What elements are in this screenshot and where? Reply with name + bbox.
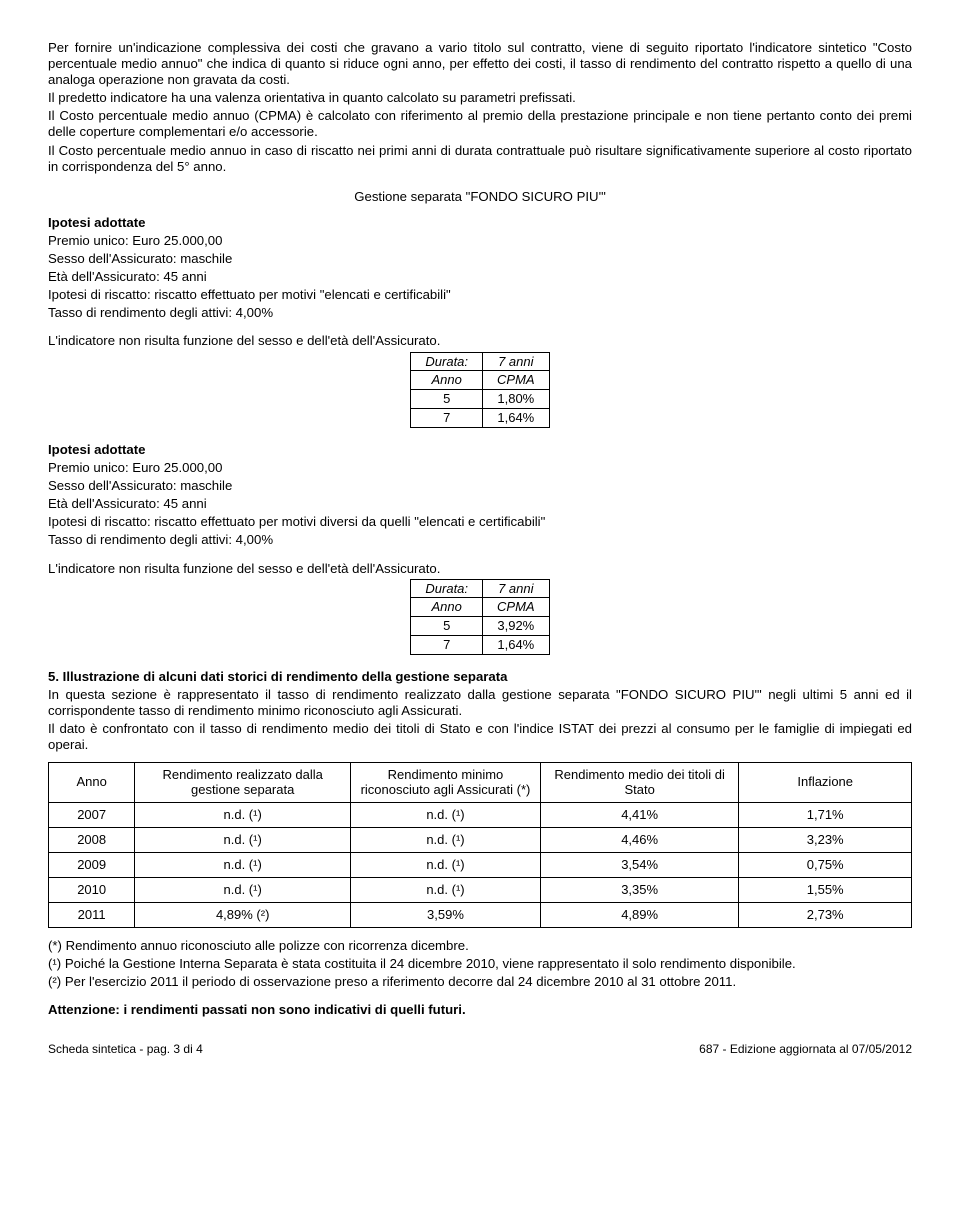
intro-p4: Il Costo percentuale medio annuo in caso…: [48, 143, 912, 175]
page-footer: Scheda sintetica - pag. 3 di 4 687 - Edi…: [48, 1042, 912, 1057]
footer-left: Scheda sintetica - pag. 3 di 4: [48, 1042, 203, 1057]
table-cell: 2009: [49, 852, 135, 877]
cpma-table-1: Durata: 7 anni Anno CPMA 5 1,80% 7 1,64%: [410, 352, 549, 428]
table-cell: n.d. (¹): [135, 877, 351, 902]
section5-title: 5. Illustrazione di alcuni dati storici …: [48, 669, 912, 685]
table-row: 20114,89% (²)3,59%4,89%2,73%: [49, 902, 912, 927]
t2-r2c2: 1,64%: [483, 636, 550, 655]
t2-durata-val: 7 anni: [483, 579, 550, 598]
ipotesi-2: Ipotesi adottate Premio unico: Euro 25.0…: [48, 442, 912, 549]
t1-r2c1: 7: [411, 409, 483, 428]
ipotesi2-l4: Ipotesi di riscatto: riscatto effettuato…: [48, 514, 912, 530]
t1-r2c2: 1,64%: [483, 409, 550, 428]
section5-p2: Il dato è confrontato con il tasso di re…: [48, 721, 912, 753]
gestione-title: Gestione separata "FONDO SICURO PIU'": [48, 189, 912, 205]
table-cell: n.d. (¹): [351, 877, 541, 902]
big-h3: Rendimento minimo riconosciuto agli Assi…: [351, 762, 541, 803]
big-h4: Rendimento medio dei titoli di Stato: [540, 762, 738, 803]
table-row: 2010n.d. (¹)n.d. (¹)3,35%1,55%: [49, 877, 912, 902]
intro-p2: Il predetto indicatore ha una valenza or…: [48, 90, 912, 106]
note-1: (*) Rendimento annuo riconosciuto alle p…: [48, 938, 912, 954]
table-cell: 3,54%: [540, 852, 738, 877]
table-row: 2008n.d. (¹)n.d. (¹)4,46%3,23%: [49, 828, 912, 853]
t2-r2c1: 7: [411, 636, 483, 655]
note-3: (²) Per l'esercizio 2011 il periodo di o…: [48, 974, 912, 990]
ipotesi1-l5: Tasso di rendimento degli attivi: 4,00%: [48, 305, 912, 321]
t1-durata-val: 7 anni: [483, 352, 550, 371]
ipotesi2-l5: Tasso di rendimento degli attivi: 4,00%: [48, 532, 912, 548]
cpma-table-2: Durata: 7 anni Anno CPMA 5 3,92% 7 1,64%: [410, 579, 549, 655]
table-cell: 1,71%: [739, 803, 912, 828]
table-cell: 0,75%: [739, 852, 912, 877]
table-cell: 2,73%: [739, 902, 912, 927]
big-h2: Rendimento realizzato dalla gestione sep…: [135, 762, 351, 803]
intro-p3: Il Costo percentuale medio annuo (CPMA) …: [48, 108, 912, 140]
t1-h1: Anno: [411, 371, 483, 390]
table-cell: 2008: [49, 828, 135, 853]
table-row: 2009n.d. (¹)n.d. (¹)3,54%0,75%: [49, 852, 912, 877]
ipotesi2-l1: Premio unico: Euro 25.000,00: [48, 460, 912, 476]
t1-r1c2: 1,80%: [483, 390, 550, 409]
warning-line: Attenzione: i rendimenti passati non son…: [48, 1002, 912, 1018]
table-cell: n.d. (¹): [351, 828, 541, 853]
table-cell: 3,23%: [739, 828, 912, 853]
table-cell: n.d. (¹): [135, 803, 351, 828]
t1-r1c1: 5: [411, 390, 483, 409]
table-cell: n.d. (¹): [135, 852, 351, 877]
table-cell: 2007: [49, 803, 135, 828]
table-cell: 4,46%: [540, 828, 738, 853]
t2-durata-label: Durata:: [411, 579, 483, 598]
rendimento-table: Anno Rendimento realizzato dalla gestion…: [48, 762, 912, 928]
table-cell: n.d. (¹): [351, 803, 541, 828]
intro-block: Per fornire un'indicazione complessiva d…: [48, 40, 912, 175]
indicator-line-1: L'indicatore non risulta funzione del se…: [48, 333, 912, 349]
table-cell: n.d. (¹): [135, 828, 351, 853]
big-h5: Inflazione: [739, 762, 912, 803]
ipotesi2-l2: Sesso dell'Assicurato: maschile: [48, 478, 912, 494]
ipotesi2-l3: Età dell'Assicurato: 45 anni: [48, 496, 912, 512]
section5-p1: In questa sezione è rappresentato il tas…: [48, 687, 912, 719]
ipotesi1-title: Ipotesi adottate: [48, 215, 912, 231]
t1-durata-label: Durata:: [411, 352, 483, 371]
note-2: (¹) Poiché la Gestione Interna Separata …: [48, 956, 912, 972]
ipotesi1-l4: Ipotesi di riscatto: riscatto effettuato…: [48, 287, 912, 303]
table-cell: 3,35%: [540, 877, 738, 902]
footer-right: 687 - Edizione aggiornata al 07/05/2012: [699, 1042, 912, 1057]
table-cell: 4,41%: [540, 803, 738, 828]
ipotesi-1: Ipotesi adottate Premio unico: Euro 25.0…: [48, 215, 912, 322]
table-cell: 1,55%: [739, 877, 912, 902]
ipotesi2-title: Ipotesi adottate: [48, 442, 912, 458]
t2-r1c2: 3,92%: [483, 617, 550, 636]
t2-h1: Anno: [411, 598, 483, 617]
table-cell: 4,89%: [540, 902, 738, 927]
table-cell: 2011: [49, 902, 135, 927]
intro-p1: Per fornire un'indicazione complessiva d…: [48, 40, 912, 88]
table-cell: 4,89% (²): [135, 902, 351, 927]
table-cell: n.d. (¹): [351, 852, 541, 877]
ipotesi1-l2: Sesso dell'Assicurato: maschile: [48, 251, 912, 267]
table-cell: 2010: [49, 877, 135, 902]
table-cell: 3,59%: [351, 902, 541, 927]
t2-r1c1: 5: [411, 617, 483, 636]
t2-h2: CPMA: [483, 598, 550, 617]
ipotesi1-l1: Premio unico: Euro 25.000,00: [48, 233, 912, 249]
table-row: 2007n.d. (¹)n.d. (¹)4,41%1,71%: [49, 803, 912, 828]
ipotesi1-l3: Età dell'Assicurato: 45 anni: [48, 269, 912, 285]
big-h1: Anno: [49, 762, 135, 803]
t1-h2: CPMA: [483, 371, 550, 390]
indicator-line-2: L'indicatore non risulta funzione del se…: [48, 561, 912, 577]
